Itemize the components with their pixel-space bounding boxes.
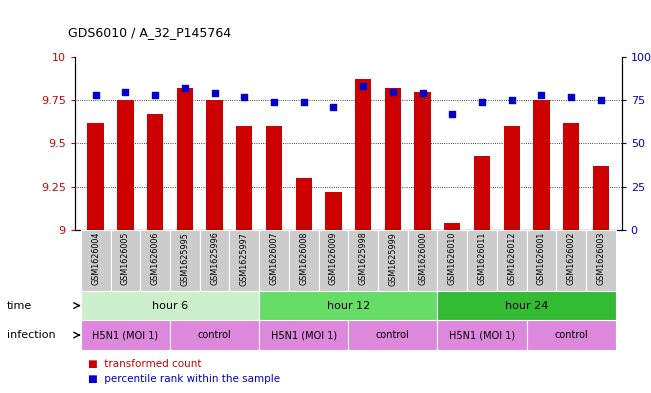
Text: GSM1625999: GSM1625999 (389, 232, 397, 286)
Text: GSM1625998: GSM1625998 (359, 232, 368, 285)
Bar (170, 320, 259, 350)
Point (506, 97, 517, 103)
Text: GSM1626010: GSM1626010 (448, 232, 457, 285)
Bar (326, 192, 342, 230)
Text: H5N1 (MOI 1): H5N1 (MOI 1) (449, 330, 515, 340)
Text: GSM1625995: GSM1625995 (180, 232, 189, 286)
Text: GSM1626000: GSM1626000 (418, 232, 427, 285)
Bar (81, 291, 259, 320)
Bar (147, 114, 163, 230)
Bar (408, 230, 437, 291)
Bar (527, 230, 557, 291)
Bar (229, 230, 259, 291)
Text: ■  transformed count: ■ transformed count (88, 358, 201, 369)
Text: GSM1625997: GSM1625997 (240, 232, 249, 286)
Text: GSM1626001: GSM1626001 (537, 232, 546, 285)
Bar (200, 230, 229, 291)
Bar (415, 92, 431, 230)
Bar (266, 126, 282, 230)
Bar (348, 320, 437, 350)
Point (358, 83, 368, 90)
Bar (586, 230, 616, 291)
Bar (111, 230, 140, 291)
Text: GSM1626003: GSM1626003 (596, 232, 605, 285)
Bar (87, 123, 104, 230)
Bar (557, 230, 586, 291)
Bar (170, 230, 200, 291)
Point (387, 88, 398, 95)
Point (299, 99, 309, 105)
Point (210, 90, 220, 96)
Point (180, 85, 190, 91)
Point (566, 94, 576, 100)
Text: time: time (7, 301, 32, 310)
Text: GSM1626007: GSM1626007 (270, 232, 279, 285)
Text: control: control (554, 330, 588, 340)
Bar (474, 156, 490, 230)
Bar (497, 230, 527, 291)
Bar (444, 223, 460, 230)
Point (596, 97, 606, 103)
Point (417, 90, 428, 96)
Text: GSM1626002: GSM1626002 (566, 232, 575, 285)
Text: hour 24: hour 24 (505, 301, 548, 310)
Bar (296, 178, 312, 230)
Text: GSM1625996: GSM1625996 (210, 232, 219, 285)
Point (90, 92, 101, 98)
Text: GSM1626011: GSM1626011 (478, 232, 486, 285)
Bar (437, 291, 616, 320)
Bar (563, 123, 579, 230)
Point (536, 92, 547, 98)
Bar (259, 230, 289, 291)
Text: H5N1 (MOI 1): H5N1 (MOI 1) (92, 330, 158, 340)
Bar (140, 230, 170, 291)
Point (477, 99, 487, 105)
Point (150, 92, 160, 98)
Text: GSM1626008: GSM1626008 (299, 232, 308, 285)
Bar (533, 100, 549, 230)
Text: GDS6010 / A_32_P145764: GDS6010 / A_32_P145764 (68, 26, 232, 39)
Bar (592, 166, 609, 230)
Text: control: control (376, 330, 409, 340)
Text: GSM1626004: GSM1626004 (91, 232, 100, 285)
Bar (81, 320, 170, 350)
Text: ■  percentile rank within the sample: ■ percentile rank within the sample (88, 374, 280, 384)
Bar (259, 291, 437, 320)
Bar (355, 79, 371, 230)
Bar (259, 320, 348, 350)
Text: control: control (198, 330, 231, 340)
Point (328, 104, 339, 110)
Text: GSM1626012: GSM1626012 (507, 232, 516, 285)
Text: GSM1626006: GSM1626006 (150, 232, 159, 285)
Text: infection: infection (7, 330, 55, 340)
Point (269, 99, 279, 105)
Text: hour 12: hour 12 (327, 301, 370, 310)
Bar (467, 230, 497, 291)
Bar (437, 230, 467, 291)
Point (447, 111, 458, 117)
Text: GSM1626009: GSM1626009 (329, 232, 338, 285)
Text: H5N1 (MOI 1): H5N1 (MOI 1) (271, 330, 337, 340)
Text: hour 6: hour 6 (152, 301, 188, 310)
Bar (378, 230, 408, 291)
Point (120, 88, 131, 95)
Bar (81, 230, 111, 291)
Bar (318, 230, 348, 291)
Bar (385, 88, 401, 230)
Bar (437, 320, 527, 350)
Bar (504, 126, 520, 230)
Point (239, 94, 249, 100)
Bar (289, 230, 318, 291)
Text: GSM1626005: GSM1626005 (121, 232, 130, 285)
Bar (527, 320, 616, 350)
Bar (348, 230, 378, 291)
Bar (206, 100, 223, 230)
Bar (176, 88, 193, 230)
Bar (117, 100, 133, 230)
Bar (236, 126, 253, 230)
